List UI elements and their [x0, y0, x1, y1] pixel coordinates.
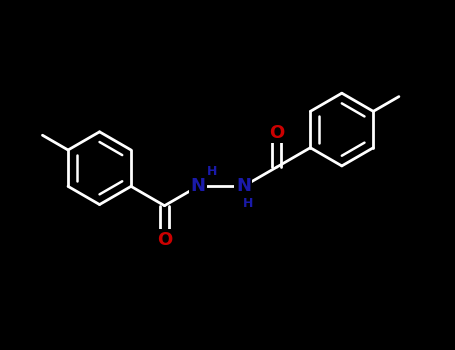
Text: O: O	[157, 231, 172, 249]
Text: O: O	[269, 124, 284, 142]
Text: H: H	[243, 197, 253, 210]
Text: N: N	[191, 177, 206, 195]
Text: H: H	[207, 165, 217, 178]
Text: N: N	[236, 177, 251, 195]
